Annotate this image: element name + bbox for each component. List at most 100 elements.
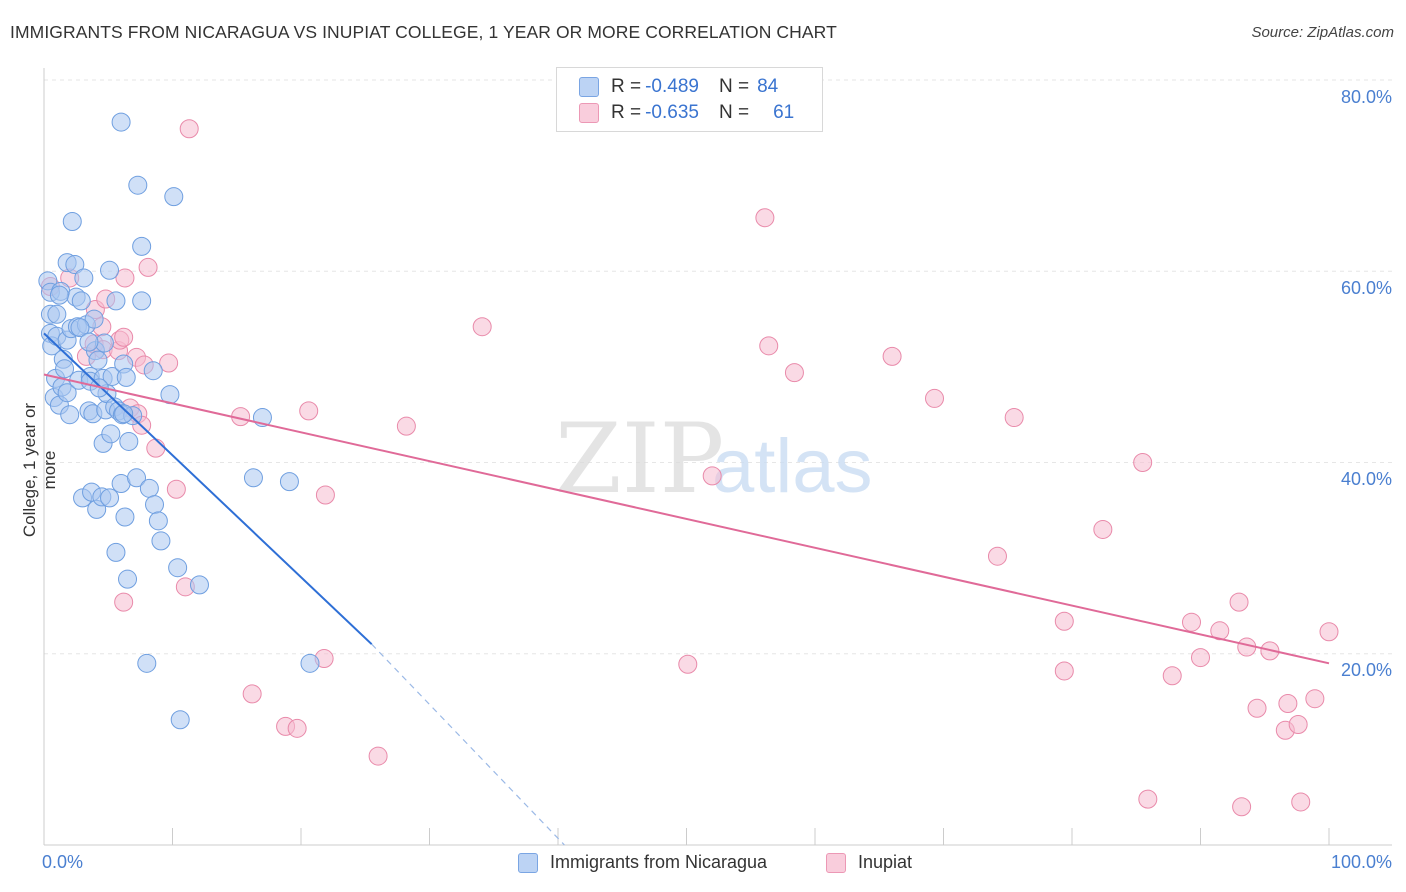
inupiat-point — [1229, 592, 1249, 612]
inupiat-point — [1278, 693, 1298, 713]
inupiat-point — [115, 268, 135, 288]
nicaragua-point — [70, 318, 90, 338]
nicaragua-point — [111, 112, 131, 132]
inupiat-point — [159, 353, 179, 373]
chart-title: IMMIGRANTS FROM NICARAGUA VS INUPIAT COL… — [10, 22, 837, 42]
inupiat-point — [678, 654, 698, 674]
nicaragua-point — [118, 569, 138, 589]
inupiat-point — [1054, 611, 1074, 631]
x-tick-label-max: 100.0% — [1330, 852, 1392, 872]
inupiat-point — [1054, 661, 1074, 681]
x-tick-label-min: 0.0% — [42, 852, 84, 872]
legend-label-nicaragua: Immigrants from Nicaragua — [550, 852, 768, 872]
inupiat-point — [114, 327, 134, 347]
inupiat-point — [987, 546, 1007, 566]
nicaragua-point — [71, 291, 91, 311]
nicaragua-point — [170, 710, 190, 730]
inupiat-point — [138, 257, 158, 277]
nicaragua-point — [100, 488, 120, 508]
inupiat-point — [1093, 519, 1113, 539]
inupiat-point — [1162, 666, 1182, 686]
inupiat-point — [472, 317, 492, 337]
legend-n-value: 84 — [757, 76, 779, 97]
nicaragua-point — [55, 359, 75, 379]
nicaragua-point — [300, 653, 320, 673]
nicaragua-point — [168, 558, 188, 578]
nicaragua-point — [62, 212, 82, 232]
nicaragua-point — [79, 332, 99, 352]
inupiat-point — [759, 336, 779, 356]
inupiat-point — [1288, 715, 1308, 735]
y-tick-label-60: 60.0% — [1340, 278, 1392, 298]
inupiat-point — [1232, 797, 1252, 817]
inupiat-point — [1191, 648, 1210, 668]
inupiat-point — [1319, 622, 1339, 642]
nicaragua-point — [143, 361, 163, 381]
inupiat-point — [396, 416, 416, 436]
inupiat-point — [755, 208, 775, 228]
inupiat-point — [179, 119, 199, 139]
inupiat-point — [702, 466, 722, 486]
legend-r-label: R = — [611, 76, 642, 97]
inupiat-point — [287, 718, 307, 738]
nicaragua-point — [47, 304, 67, 324]
inupiat-point — [784, 363, 804, 383]
nicaragua-point — [74, 268, 94, 288]
inupiat-point — [1138, 789, 1158, 809]
legend-r-value: -0.489 — [645, 76, 699, 97]
nicaragua-point — [119, 431, 139, 451]
legend-n-label: N = — [718, 76, 750, 97]
correlation-legend: R = -0.489 N = 84 R = -0.635 N = 61 — [556, 67, 823, 132]
legend-n-value: 61 — [773, 102, 795, 123]
nicaragua-point — [151, 531, 171, 551]
legend-item-inupiat[interactable]: Inupiat — [826, 852, 912, 873]
inupiat-point — [1210, 621, 1230, 641]
nicaragua-point — [88, 350, 108, 370]
inupiat-point — [368, 746, 388, 766]
inupiat-trend-line — [43, 373, 1330, 665]
nicaragua-point — [132, 236, 152, 256]
y-tick-label-40: 40.0% — [1340, 469, 1392, 489]
inupiat-point — [242, 684, 262, 704]
inupiat-point — [882, 346, 902, 366]
inupiat-point — [299, 401, 319, 421]
inupiat-point — [1182, 612, 1202, 632]
nicaragua-point — [84, 309, 104, 329]
y-axis-label: College, 1 year or more — [20, 402, 59, 538]
inupiat-point — [1305, 689, 1325, 709]
legend-row-nicaragua: R = -0.489 N = 84 — [579, 75, 778, 99]
nicaragua-point — [114, 404, 134, 424]
nicaragua-point — [132, 291, 152, 311]
nicaragua-point — [189, 575, 209, 595]
inupiat-point — [925, 388, 945, 408]
watermark-atlas: atlas — [712, 424, 873, 509]
nicaragua-point — [49, 285, 69, 305]
legend-row-inupiat: R = -0.635 N = 61 — [579, 101, 794, 125]
nicaragua-point — [100, 260, 120, 280]
nicaragua-point — [65, 255, 85, 275]
nicaragua-point — [106, 291, 126, 311]
inupiat-point — [1133, 453, 1153, 472]
inupiat-point — [315, 485, 335, 505]
legend-item-nicaragua[interactable]: Immigrants from Nicaragua — [518, 852, 767, 873]
nicaragua-point — [279, 472, 299, 492]
legend-label-inupiat: Inupiat — [858, 852, 913, 872]
y-tick-label-80: 80.0% — [1340, 87, 1392, 107]
nicaragua-point — [106, 542, 126, 562]
nicaragua-point — [145, 495, 165, 515]
inupiat-point — [114, 592, 134, 612]
nicaragua-point — [139, 478, 159, 498]
source-label: Source: ZipAtlas.com — [1251, 24, 1394, 41]
nicaragua-trend-extension — [371, 643, 565, 846]
nicaragua-point — [164, 187, 184, 207]
inupiat-point — [146, 438, 166, 458]
legend-r-label: R = — [611, 102, 642, 123]
nicaragua-point — [148, 511, 168, 531]
nicaragua-trend-line — [43, 332, 373, 645]
nicaragua-point — [115, 507, 135, 527]
legend-swatch-pink — [579, 103, 599, 123]
inupiat-point — [1004, 408, 1024, 428]
watermark-zip: ZIP — [555, 403, 724, 515]
inupiat-point — [1247, 698, 1267, 718]
nicaragua-point — [127, 468, 147, 488]
